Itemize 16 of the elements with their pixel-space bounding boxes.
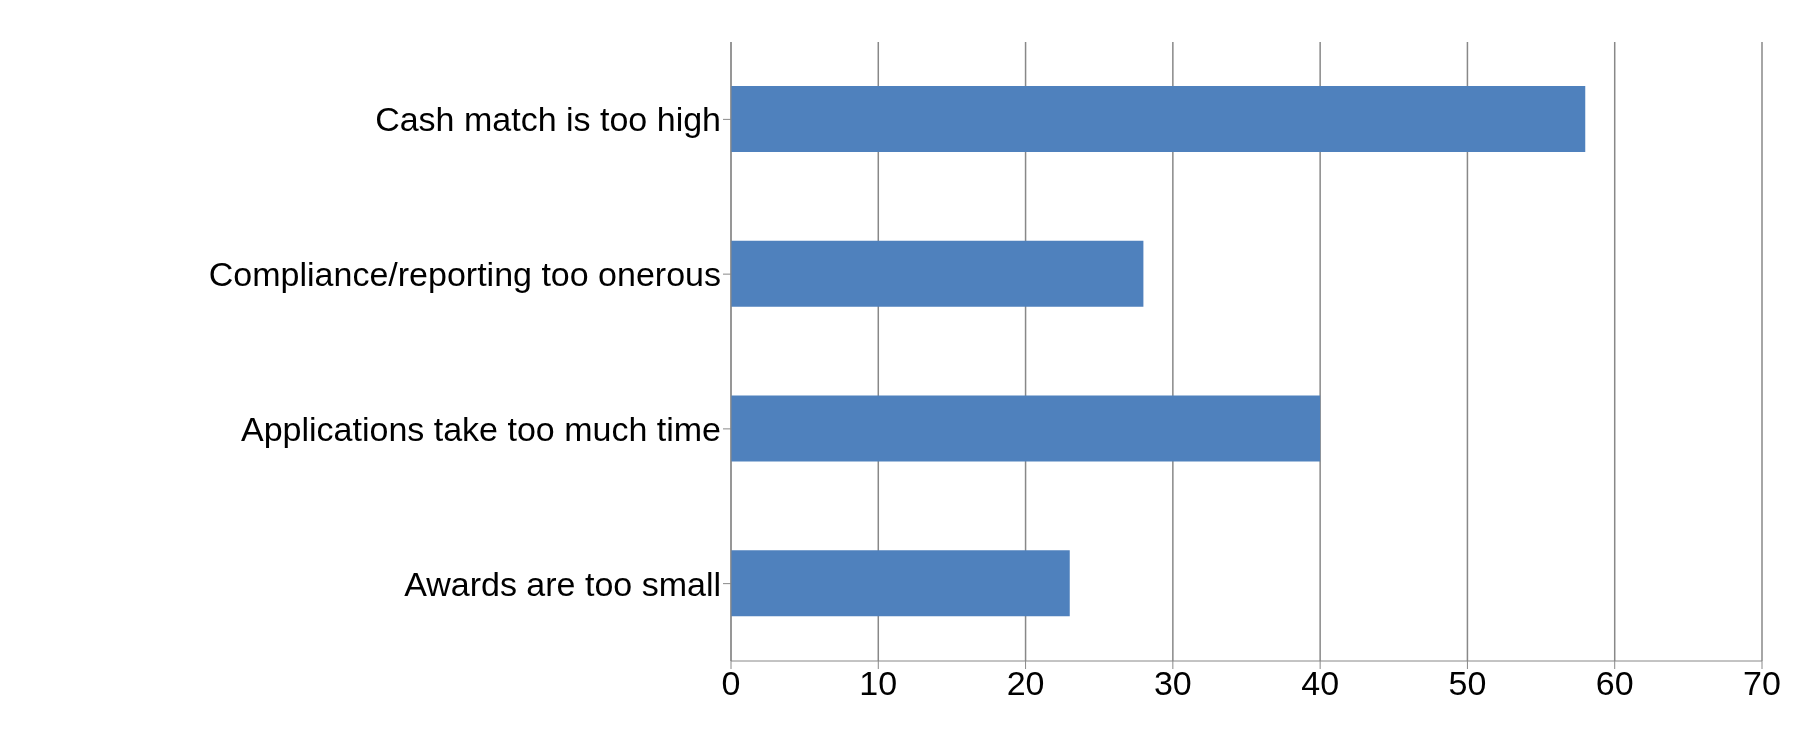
x-tick-label: 40 — [1301, 664, 1340, 703]
y-tick-label: Compliance/reporting too onerous — [208, 255, 721, 294]
x-tick-label: 70 — [1743, 664, 1781, 703]
x-tick-label: 0 — [721, 664, 741, 703]
y-tick-label: Cash match is too high — [375, 100, 721, 139]
x-tick-label: 50 — [1448, 664, 1487, 703]
y-tick-label: Awards are too small — [404, 564, 721, 603]
x-tick-label: 30 — [1153, 664, 1192, 703]
x-tick-label: 20 — [1006, 664, 1045, 703]
x-tick-label: 10 — [859, 664, 898, 703]
y-tick-label: Applications take too much time — [240, 409, 721, 448]
bar — [731, 240, 1144, 307]
bar — [731, 550, 1070, 617]
bar — [731, 86, 1586, 152]
x-tick-label: 60 — [1595, 664, 1634, 703]
bar — [731, 395, 1321, 462]
